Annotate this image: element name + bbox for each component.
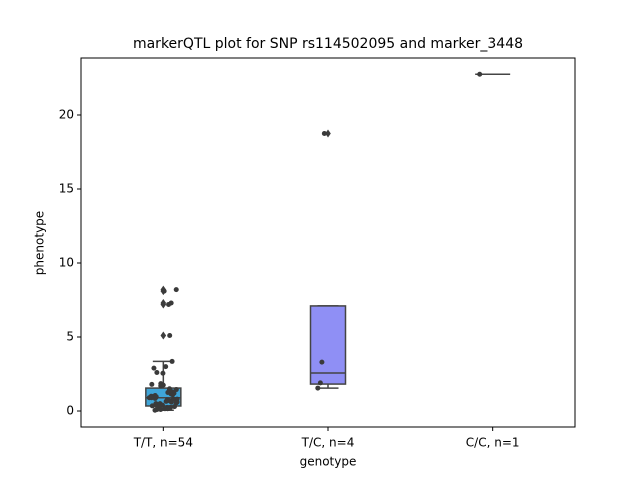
y-tick-label: 15 bbox=[59, 181, 74, 195]
y-tick-label: 10 bbox=[59, 256, 74, 270]
data-point bbox=[151, 365, 157, 371]
y-axis-label: phenotype bbox=[33, 211, 47, 275]
data-point bbox=[163, 364, 169, 370]
data-point bbox=[315, 385, 321, 391]
data-point bbox=[154, 370, 160, 376]
y-tick-label: 5 bbox=[66, 330, 74, 344]
data-point bbox=[477, 71, 483, 77]
x-tick-label: T/C, n=4 bbox=[301, 436, 355, 450]
data-point bbox=[168, 399, 174, 405]
x-tick-label: T/T, n=54 bbox=[133, 436, 193, 450]
data-point bbox=[149, 381, 155, 387]
outlier bbox=[325, 129, 331, 138]
data-point bbox=[163, 398, 169, 404]
data-point bbox=[166, 301, 172, 307]
x-tick-label: C/C, n=1 bbox=[466, 436, 520, 450]
y-tick-label: 20 bbox=[59, 107, 74, 121]
data-point bbox=[152, 407, 158, 413]
data-point bbox=[319, 359, 325, 365]
data-point bbox=[321, 130, 327, 136]
data-point bbox=[161, 288, 167, 294]
data-point bbox=[173, 287, 179, 293]
data-point bbox=[152, 395, 158, 401]
data-point bbox=[167, 333, 173, 339]
data-point bbox=[149, 403, 155, 409]
data-point bbox=[158, 383, 164, 389]
box bbox=[309, 305, 347, 385]
data-point bbox=[160, 370, 166, 376]
data-point bbox=[158, 407, 164, 413]
data-point bbox=[162, 406, 168, 412]
outlier bbox=[160, 298, 167, 307]
data-point bbox=[171, 404, 177, 410]
chart-title: markerQTL plot for SNP rs114502095 and m… bbox=[133, 36, 523, 52]
data-point bbox=[317, 380, 323, 386]
data-point bbox=[170, 392, 176, 398]
x-axis-label: genotype bbox=[300, 455, 357, 469]
outlier bbox=[160, 331, 167, 340]
data-point bbox=[169, 358, 175, 364]
data-point bbox=[173, 387, 179, 393]
y-tick-label: 0 bbox=[66, 404, 74, 418]
